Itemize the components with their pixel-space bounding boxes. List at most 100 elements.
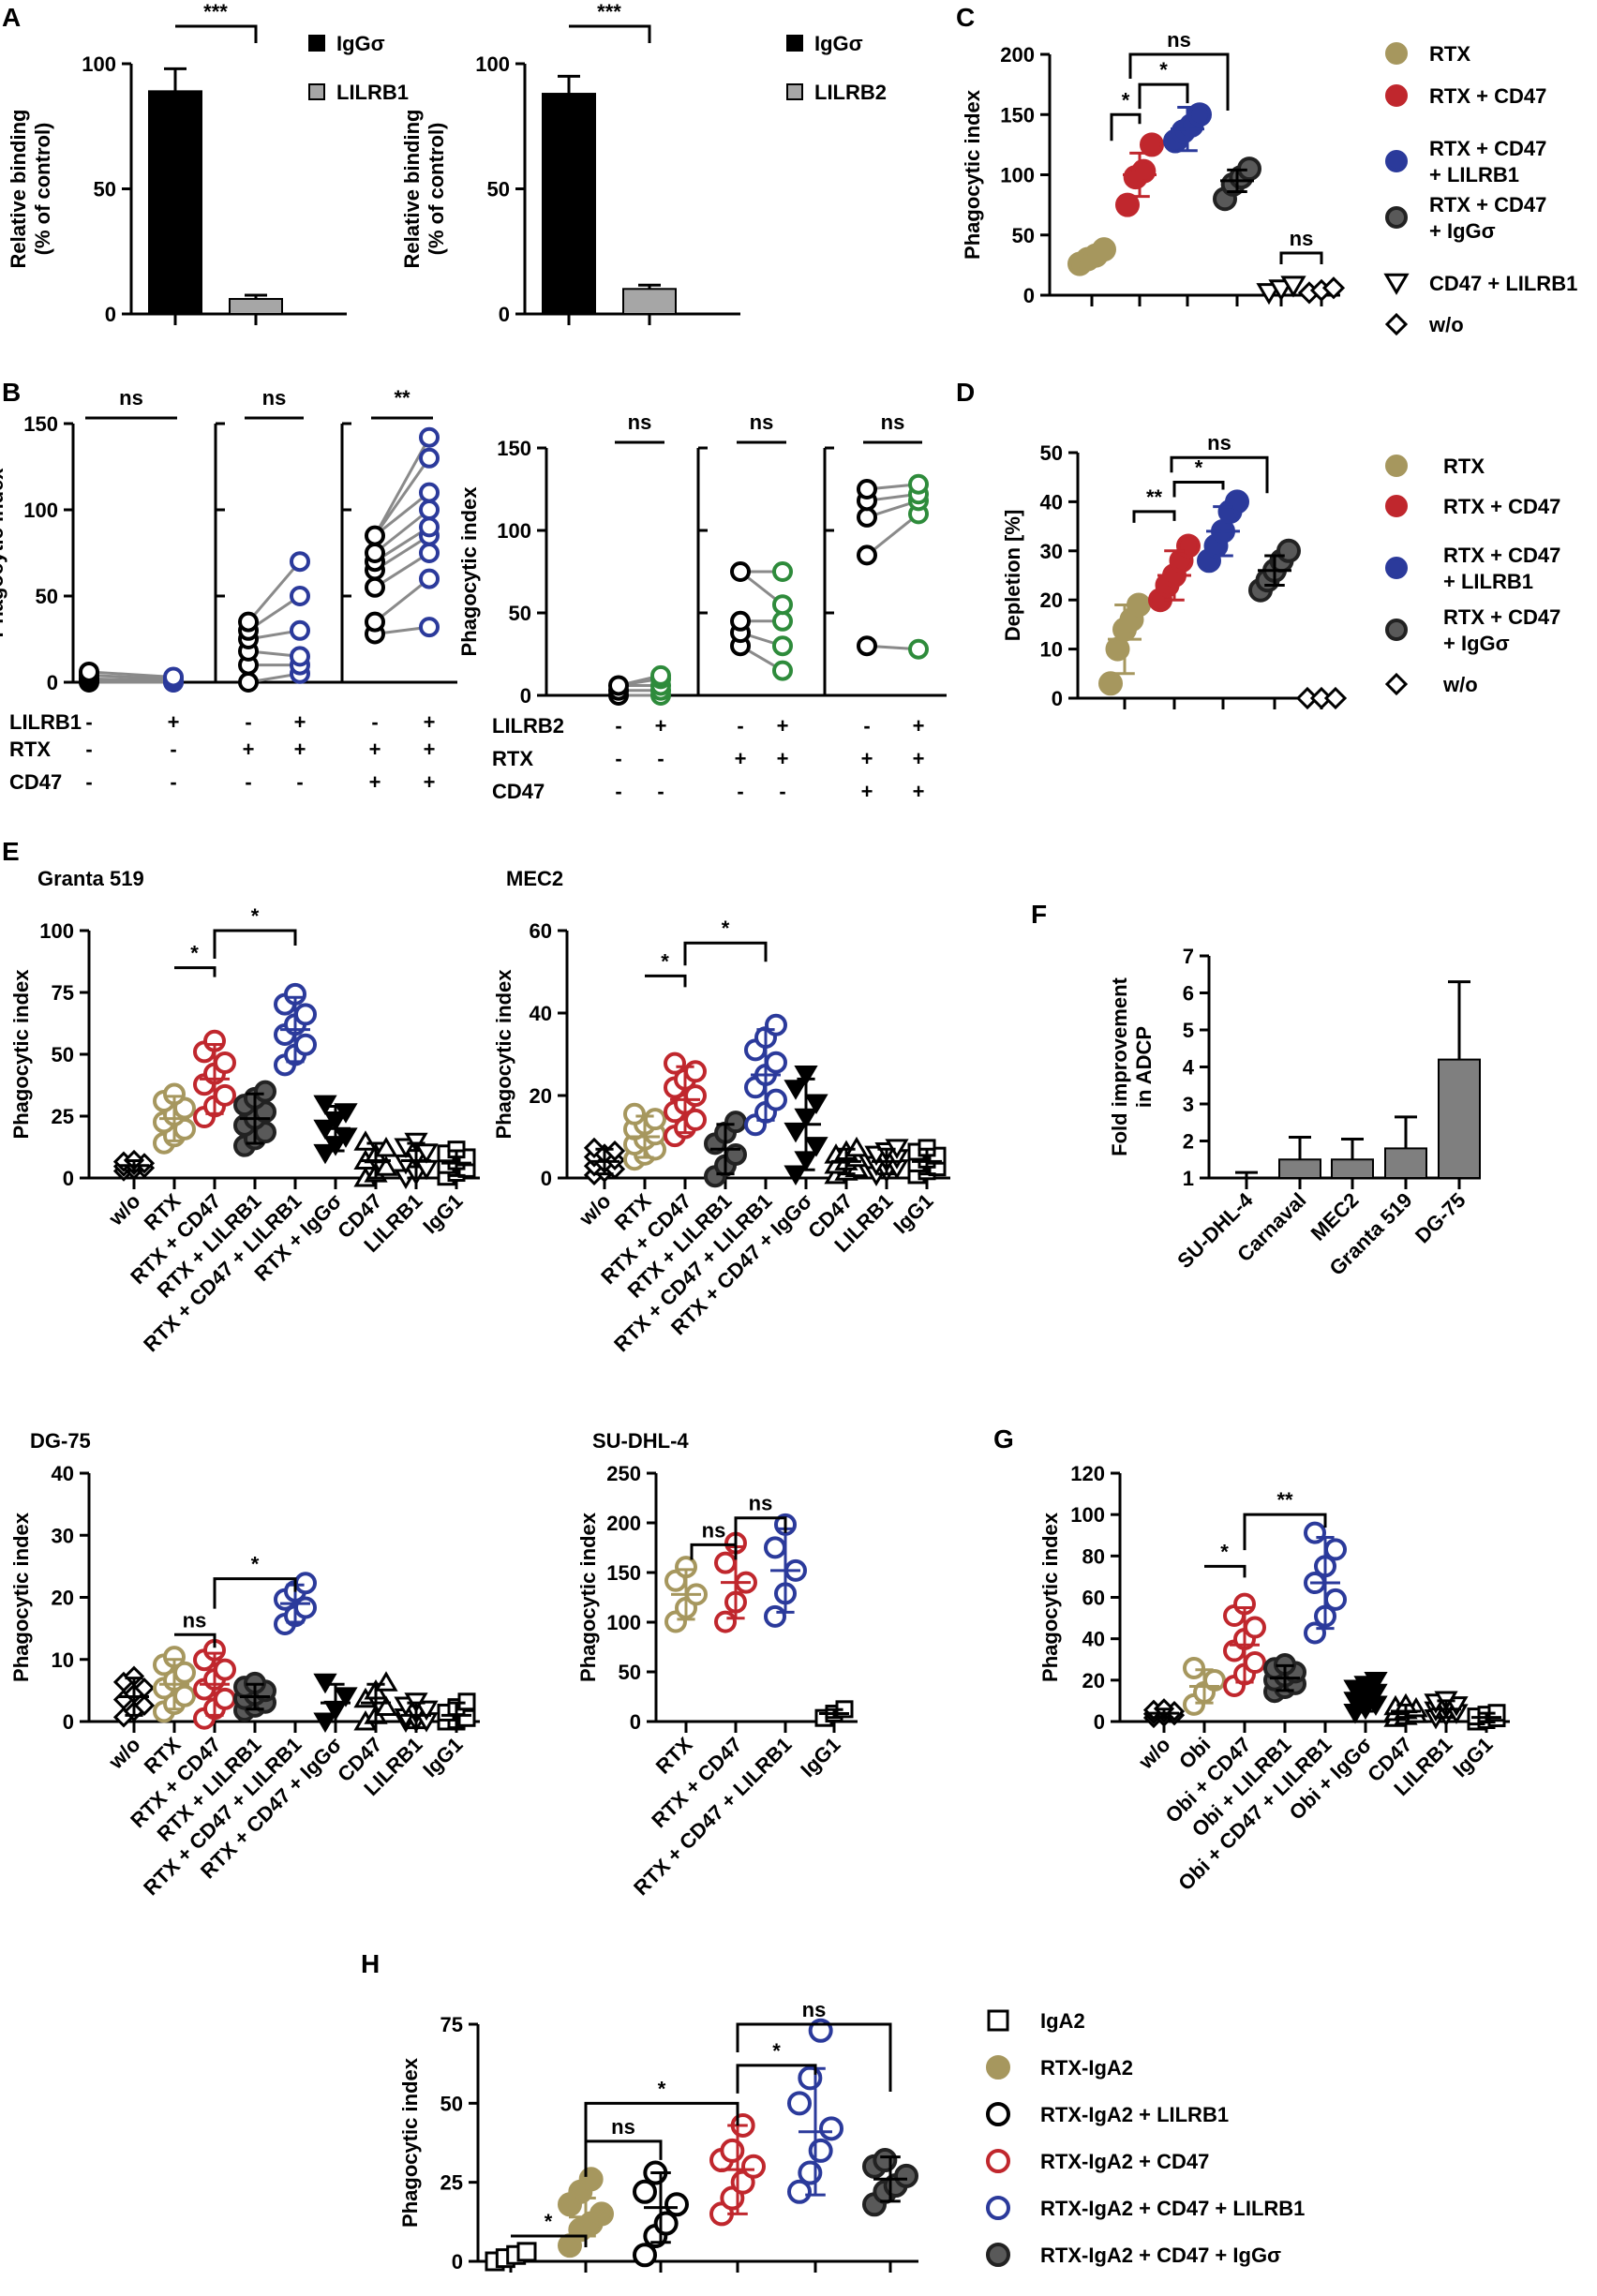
significance-label: ns	[749, 1492, 773, 1515]
legend-label: LILRB1	[336, 81, 409, 104]
data-point	[419, 516, 440, 538]
legend-label: IgA2	[1040, 2009, 1085, 2033]
x-tick-label: w/o	[103, 1733, 144, 1774]
y-tick-label: 50	[52, 1043, 74, 1066]
y-tick-label: 25	[52, 1105, 74, 1128]
condition-sign: +	[424, 770, 436, 794]
pair-line	[246, 560, 302, 623]
data-point	[664, 1051, 686, 1075]
legend-label: RTX-IgA2 + CD47	[1040, 2150, 1209, 2173]
condition-sign: -	[245, 710, 251, 734]
y-tick-label: 100	[1070, 1503, 1105, 1527]
data-point	[419, 617, 440, 638]
data-point	[290, 586, 310, 606]
y-axis-title: Phagocytic index	[9, 1512, 33, 1682]
bar	[1384, 1147, 1427, 1180]
y-tick-label: 50	[1012, 224, 1035, 247]
significance-bracket	[1170, 455, 1269, 494]
data-point	[714, 1610, 737, 1633]
y-tick-label: 0	[630, 1710, 641, 1734]
y-axis-title: Fold improvement	[1108, 977, 1131, 1155]
significance-bracket	[213, 929, 297, 959]
legend-marker	[986, 2196, 1010, 2220]
significance-label: ***	[597, 0, 621, 23]
data-point	[787, 2179, 812, 2204]
legend-marker	[1385, 42, 1408, 65]
data-point	[1092, 237, 1116, 262]
data-point	[214, 1658, 236, 1681]
y-tick-label: 30	[52, 1524, 74, 1547]
y-axis-title: Phagocytic index	[576, 1512, 600, 1682]
legend-label: + IgGσ	[1443, 632, 1510, 655]
significance-label: ns	[881, 410, 905, 434]
bar	[622, 288, 677, 315]
pair-line	[373, 456, 431, 537]
condition-sign: -	[170, 738, 176, 761]
legend-marker	[1384, 312, 1409, 336]
data-point	[784, 1080, 808, 1100]
data-point	[1304, 1521, 1326, 1544]
legend-label: RTX	[1429, 42, 1470, 66]
y-tick-label: 40	[530, 1002, 552, 1025]
data-point	[1098, 671, 1123, 696]
y-axis-title: Phagocytic index	[961, 89, 984, 260]
panel-label-A: A	[2, 3, 21, 32]
significance-label: *	[190, 942, 199, 965]
condition-sign: +	[294, 710, 306, 734]
data-point	[784, 1122, 808, 1143]
legend-swatch	[786, 83, 803, 100]
condition-sign: +	[861, 747, 873, 770]
data-point	[1321, 276, 1346, 300]
significance-bracket	[1128, 52, 1230, 111]
y-tick-label: 40	[52, 1462, 74, 1485]
panel-label-D: D	[956, 378, 975, 407]
significance-bracket	[175, 24, 258, 43]
significance-bracket	[645, 974, 687, 988]
y-tick-label: 100	[606, 1611, 641, 1634]
condition-label: LILRB2	[492, 714, 564, 738]
y-axis-title: Phagocytic index	[492, 969, 515, 1140]
legend-label: IgGσ	[336, 32, 385, 55]
y-tick-label: 50	[94, 178, 116, 201]
data-point	[294, 1003, 317, 1026]
data-point	[857, 479, 877, 499]
condition-sign: -	[170, 770, 176, 794]
condition-sign: +	[913, 780, 925, 803]
data-point	[857, 635, 877, 657]
data-point	[294, 1033, 317, 1056]
y-tick-label: 20	[52, 1587, 74, 1610]
data-point	[419, 568, 440, 589]
significance-bracket	[584, 2101, 739, 2153]
data-point	[844, 1136, 869, 1157]
legend-swatch	[308, 83, 325, 100]
bar	[1331, 1158, 1374, 1179]
data-point	[1140, 132, 1164, 157]
y-tick-label: 150	[606, 1561, 641, 1585]
significance-label: ns	[628, 410, 652, 434]
y-tick-label: 0	[63, 1167, 74, 1190]
data-point	[214, 1083, 236, 1107]
data-point	[798, 2065, 823, 2091]
y-tick-label: 80	[1082, 1544, 1105, 1568]
legend-label: + LILRB1	[1443, 570, 1533, 593]
y-tick-label: 0	[105, 303, 116, 326]
data-point	[724, 1111, 747, 1134]
legend-label: + LILRB1	[1429, 163, 1519, 186]
data-point	[730, 610, 751, 632]
significance-bracket	[511, 2234, 588, 2248]
condition-sign: -	[737, 714, 743, 738]
significance-label: ns	[1167, 28, 1191, 52]
bar	[229, 297, 283, 316]
significance-bracket	[584, 2139, 663, 2177]
y-tick-label: 4	[1183, 1056, 1195, 1080]
data-point	[578, 2167, 604, 2192]
significance-label: **	[1146, 485, 1163, 509]
y-tick-label: 30	[1040, 540, 1063, 563]
y-tick-label: 250	[606, 1462, 641, 1485]
y-axis-title: Relative binding	[7, 110, 30, 269]
data-point	[79, 661, 99, 682]
y-tick-label: 20	[1040, 589, 1063, 612]
y-tick-label: 3	[1183, 1093, 1194, 1116]
data-point	[365, 525, 385, 546]
data-point	[772, 594, 793, 616]
